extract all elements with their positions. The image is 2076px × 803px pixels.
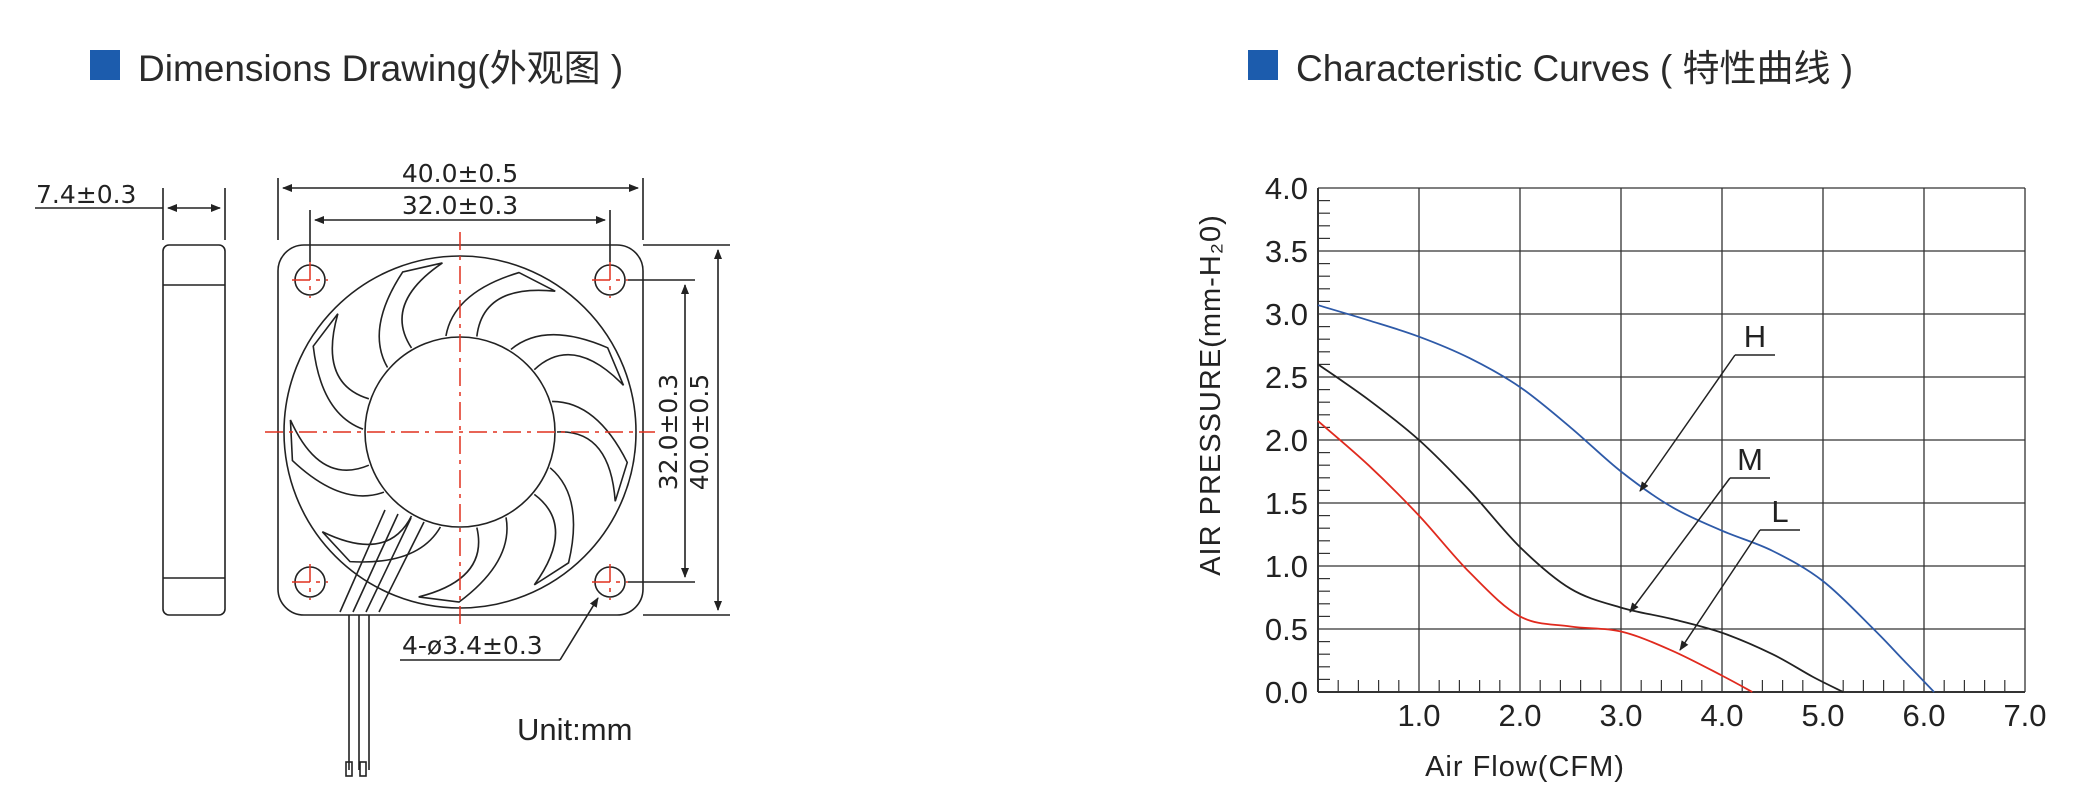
curve-label-M: M <box>1737 442 1763 477</box>
fan-blade <box>321 515 442 563</box>
bullet-square-icon <box>90 50 120 80</box>
x-tick-label: 4.0 <box>1700 698 1743 733</box>
unit-label: Unit:mm <box>517 712 632 747</box>
dimensions-drawing <box>35 178 730 777</box>
curve-leader-arrow <box>1629 477 1731 613</box>
holes-label: 4-ø3.4±0.3 <box>402 631 543 660</box>
curve-label-H: H <box>1744 319 1766 354</box>
y-tick-label: 0.0 <box>1265 675 1308 710</box>
series-line-H <box>1317 304 1935 693</box>
dimension-labels: 7.4±0.3 40.0±0.5 32.0±0.3 32.0±0.3 40.0±… <box>36 159 714 747</box>
y-tick-label: 4.0 <box>1265 171 1308 206</box>
fan-blade <box>445 271 556 337</box>
fan-blades <box>289 262 629 603</box>
curve-labels: H ML <box>1629 319 1800 651</box>
y-tick-labels: 0.0 0.5 1.0 1.5 2.0 2.5 3.0 3.5 4.0 <box>1265 171 1308 710</box>
y-tick-label: 1.0 <box>1265 549 1308 584</box>
y-axis-title: AIR PRESSURE(mm-H₂0) <box>1195 214 1227 576</box>
x-tick-labels: 1.0 2.0 3.0 4.0 5.0 6.0 7.0 <box>1397 698 2046 733</box>
y-tick-label: 3.0 <box>1265 297 1308 332</box>
outer-width-label: 40.0±0.5 <box>402 159 518 188</box>
curve-leader-arrow <box>1639 354 1736 492</box>
x-tick-label: 6.0 <box>1902 698 1945 733</box>
y-tick-label: 1.5 <box>1265 486 1308 521</box>
fan-blade <box>418 517 508 603</box>
chart-grid <box>1317 187 2026 693</box>
curve-leader-arrow <box>1679 529 1761 651</box>
fan-blade <box>312 313 370 430</box>
curves-title-text: Characteristic Curves ( 特性曲线 ) <box>1296 48 1854 89</box>
series-line-L <box>1317 420 1753 693</box>
y-tick-label: 0.5 <box>1265 612 1308 647</box>
x-tick-label: 3.0 <box>1599 698 1642 733</box>
fan-blade <box>378 262 443 368</box>
chart-series <box>1317 304 1935 693</box>
bullet-square-icon <box>1248 50 1278 80</box>
fan-blade <box>510 333 625 386</box>
fan-blade <box>552 400 629 502</box>
outer-height-label: 40.0±0.5 <box>685 374 714 490</box>
fan-blade <box>533 467 575 586</box>
hole-spacing-h-label: 32.0±0.3 <box>402 191 518 220</box>
x-axis-title: Air Flow(CFM) <box>1425 751 1625 783</box>
fan-wires <box>339 509 425 777</box>
fan-side-view <box>162 244 226 616</box>
center-lines <box>265 232 655 628</box>
dimensions-title-text: Dimensions Drawing(外观图 ) <box>138 48 624 89</box>
x-tick-label: 7.0 <box>2003 698 2046 733</box>
x-tick-label: 1.0 <box>1397 698 1440 733</box>
hole-spacing-v-label: 32.0±0.3 <box>654 374 683 490</box>
series-line-M <box>1317 363 1844 693</box>
x-tick-label: 2.0 <box>1498 698 1541 733</box>
x-tick-label: 5.0 <box>1801 698 1844 733</box>
hole-leader-line <box>559 597 599 661</box>
characteristic-chart: 1.0 2.0 3.0 4.0 5.0 6.0 7.0 0.0 0.5 1.0 1.5 2.0 2.5… <box>1195 171 2047 783</box>
y-tick-label: 2.0 <box>1265 423 1308 458</box>
chart-minor-ticks <box>1318 200 2006 692</box>
y-tick-label: 3.5 <box>1265 234 1308 269</box>
thickness-label: 7.4±0.3 <box>36 180 136 209</box>
y-tick-label: 2.5 <box>1265 360 1308 395</box>
curve-label-L: L <box>1771 494 1788 529</box>
curves-title: Characteristic Curves ( 特性曲线 ) <box>1248 38 1853 92</box>
dimensions-title: Dimensions Drawing(外观图 ) <box>90 38 623 92</box>
fan-blade <box>289 419 385 497</box>
